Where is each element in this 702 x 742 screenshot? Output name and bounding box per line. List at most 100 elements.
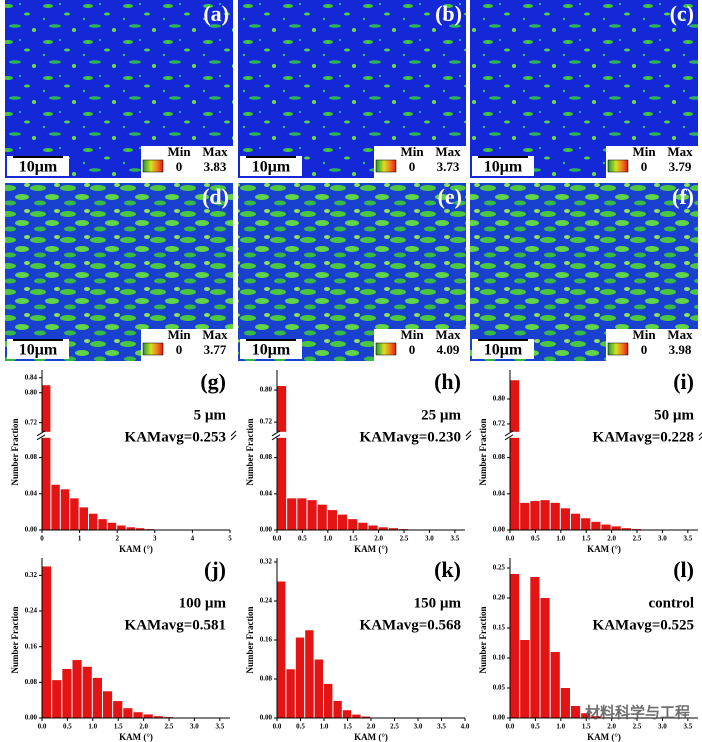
- x-tick-label: 2.5: [390, 723, 399, 731]
- x-tick-label: 3.0: [658, 723, 667, 731]
- legend-min-label: Min: [167, 144, 191, 159]
- bar: [530, 501, 540, 530]
- axis-break-mark: [465, 430, 472, 441]
- y-tick-label: 0.04: [260, 489, 273, 497]
- bar: [352, 714, 361, 718]
- sample-label: 5 µm: [194, 407, 227, 423]
- kam-average: KAMavg=0.253: [125, 429, 226, 445]
- x-tick-label: 2.5: [400, 535, 409, 543]
- x-tick-label: 1.0: [320, 723, 329, 731]
- y-tick-label: 0.16: [25, 642, 38, 650]
- bar: [560, 508, 570, 530]
- bar: [123, 708, 133, 718]
- scale-bar-label: 10μm: [484, 342, 523, 359]
- bar: [317, 504, 327, 530]
- bar: [388, 528, 398, 530]
- bar: [117, 525, 126, 530]
- bar: [295, 637, 305, 718]
- legend-min: 0: [641, 159, 648, 174]
- y-tick-label: 0.08: [493, 453, 506, 461]
- bar: [92, 677, 102, 718]
- x-tick-label: 3.0: [425, 535, 434, 543]
- bar: [530, 577, 540, 718]
- watermark: 材料科学与工程: [585, 703, 690, 721]
- legend-min: 0: [409, 159, 416, 174]
- legend-min-label: Min: [632, 327, 656, 342]
- y-tick-label: 0.05: [493, 684, 506, 692]
- y-tick-label: 0.00: [493, 526, 506, 534]
- scale-bar-bg: [7, 339, 69, 359]
- scale-bar-bg: [7, 156, 69, 176]
- x-tick-label: 1.0: [556, 723, 565, 731]
- x-axis-label: KAM (°): [587, 544, 621, 554]
- x-tick-label: 0.0: [273, 723, 282, 731]
- x-tick-label: 3: [153, 535, 157, 543]
- scale-bar-bg: [240, 156, 302, 176]
- x-tick-label: 0.0: [506, 723, 515, 731]
- bar: [337, 514, 348, 530]
- bar: [333, 700, 342, 718]
- legend-min: 0: [409, 342, 416, 357]
- x-axis-label: KAM (°): [119, 544, 153, 554]
- panel-label: (d): [202, 184, 229, 209]
- bar: [361, 716, 370, 718]
- y-axis-label: Number Fraction: [245, 606, 255, 673]
- legend-max: 3.77: [204, 342, 227, 357]
- legend-min: 0: [641, 342, 648, 357]
- bar: [510, 380, 520, 530]
- bar: [42, 566, 52, 718]
- y-tick-label: 0.80: [260, 386, 273, 394]
- bar: [305, 630, 314, 718]
- y-axis-label: Number Fraction: [478, 418, 488, 485]
- scale-bar-bg: [240, 339, 302, 359]
- legend-min-label: Min: [167, 327, 191, 342]
- bar: [287, 498, 297, 530]
- x-tick-label: 2: [115, 535, 119, 543]
- x-tick-label: 3.5: [450, 535, 459, 543]
- axis-break-mark: [271, 430, 281, 441]
- panel-label: (g): [200, 369, 226, 394]
- color-bar: [142, 159, 164, 173]
- bar: [79, 507, 88, 530]
- x-axis-label: KAM (°): [587, 732, 621, 742]
- bar: [510, 574, 520, 718]
- y-tick-label: 0.25: [493, 564, 506, 572]
- x-axis-label: KAM (°): [354, 544, 388, 554]
- x-tick-label: 3.5: [683, 535, 692, 543]
- x-tick-label: 2.0: [607, 723, 616, 731]
- x-tick-label: 3.5: [683, 723, 692, 731]
- color-bar: [142, 342, 164, 356]
- bar: [314, 659, 323, 718]
- bar: [52, 680, 62, 718]
- scale-bar-label: 10μm: [252, 159, 291, 176]
- panel-label: (b): [435, 1, 462, 26]
- bar: [126, 527, 135, 530]
- bar: [133, 712, 143, 718]
- x-tick-label: 2.5: [633, 723, 642, 731]
- bar: [358, 522, 368, 530]
- y-tick-label: 0.16: [260, 636, 273, 644]
- panel-label: (l): [673, 557, 694, 582]
- y-axis-label: Number Fraction: [245, 418, 255, 485]
- legend-max-label: Max: [435, 327, 461, 342]
- x-tick-label: 3.5: [215, 723, 224, 731]
- sample-label: 150 µm: [414, 595, 462, 611]
- x-tick-label: 0.0: [38, 723, 47, 731]
- y-tick-label: 0.72: [260, 418, 273, 426]
- y-tick-label: 0.04: [493, 489, 506, 497]
- bar: [570, 513, 581, 530]
- bar: [327, 510, 337, 530]
- y-tick-label: 0.72: [493, 420, 506, 428]
- bar: [540, 598, 550, 718]
- y-tick-label: 0.84: [25, 373, 38, 381]
- bar: [378, 527, 388, 530]
- legend-min-label: Min: [400, 144, 424, 159]
- scale-bar-label: 10μm: [19, 342, 58, 359]
- bar: [143, 714, 153, 718]
- y-tick-label: 0.00: [25, 526, 38, 534]
- x-tick-label: 3.5: [437, 723, 446, 731]
- scale-bar-bg: [472, 156, 534, 176]
- bar: [277, 581, 286, 718]
- panel-label: (h): [434, 369, 461, 394]
- y-axis-label: Number Fraction: [10, 418, 20, 485]
